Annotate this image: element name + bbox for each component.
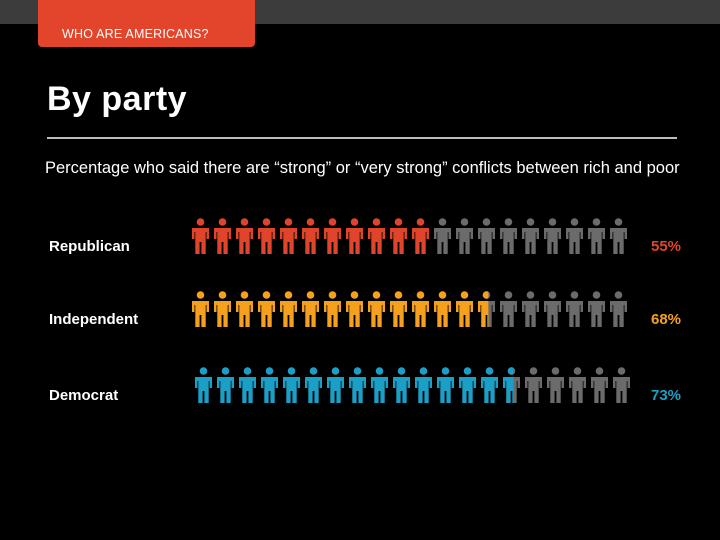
person-figure <box>610 218 627 254</box>
person-figure <box>588 291 605 327</box>
person-figure <box>437 367 454 403</box>
person-figure <box>525 367 542 403</box>
person-figure <box>371 367 388 403</box>
section-tag-label: WHO ARE AMERICANS? <box>62 27 209 41</box>
person-figure <box>566 218 583 254</box>
person-figure <box>390 291 407 327</box>
person-figure <box>368 218 385 254</box>
person-figure <box>566 291 583 327</box>
person-figure <box>302 218 319 254</box>
person-figure <box>216 367 234 403</box>
pictogram-row-republican <box>191 218 627 254</box>
person-figure <box>459 367 476 403</box>
person-figure <box>368 291 385 327</box>
person-figure <box>280 218 297 254</box>
chart-subtitle: Percentage who said there are “strong” o… <box>45 159 680 177</box>
person-figure <box>324 218 341 254</box>
person-figure <box>346 291 363 327</box>
pictogram-row-democrat <box>194 367 630 403</box>
person-figure <box>434 218 451 254</box>
value-label-republican: 55% <box>651 238 682 255</box>
person-figure <box>481 367 498 403</box>
person-figure <box>500 291 517 327</box>
person-figure <box>191 218 209 254</box>
person-figure <box>346 218 363 254</box>
person-figure <box>261 367 278 403</box>
person-figure <box>522 218 539 254</box>
person-figure <box>235 218 253 254</box>
person-figure <box>412 291 429 327</box>
person-figure <box>544 291 561 327</box>
person-figure <box>194 367 212 403</box>
person-figure <box>569 367 586 403</box>
person-figure <box>393 367 410 403</box>
person-figure <box>258 218 275 254</box>
person-figure <box>213 218 231 254</box>
person-figure <box>213 291 231 327</box>
person-figure <box>280 291 297 327</box>
person-figure <box>258 291 275 327</box>
person-figure <box>191 291 209 327</box>
person-figure <box>456 291 473 327</box>
person-figure <box>610 291 627 327</box>
person-figure <box>478 291 495 327</box>
person-figure <box>613 367 630 403</box>
value-label-democrat: 73% <box>651 387 682 404</box>
section-tag: WHO ARE AMERICANS? <box>38 0 255 47</box>
person-figure <box>522 291 539 327</box>
person-figure <box>478 218 495 254</box>
person-figure <box>544 218 561 254</box>
person-figure <box>588 218 605 254</box>
person-figure <box>238 367 256 403</box>
person-figure <box>591 367 608 403</box>
person-figure <box>235 291 253 327</box>
person-figure <box>456 218 473 254</box>
row-label-independent: Independent <box>49 311 139 328</box>
person-figure <box>500 218 517 254</box>
person-figure <box>412 218 429 254</box>
person-figure <box>283 367 300 403</box>
title-divider <box>47 137 677 139</box>
person-figure <box>302 291 319 327</box>
person-figure <box>390 218 407 254</box>
person-figure <box>305 367 322 403</box>
person-figure <box>324 291 341 327</box>
person-figure <box>327 367 344 403</box>
person-figure <box>349 367 366 403</box>
row-label-republican: Republican <box>49 238 130 255</box>
person-figure <box>415 367 432 403</box>
pictogram-row-independent <box>191 291 627 327</box>
person-figure <box>547 367 564 403</box>
slide-title: By party <box>47 80 188 118</box>
person-figure <box>503 367 520 403</box>
person-figure <box>434 291 451 327</box>
row-label-democrat: Democrat <box>49 387 119 404</box>
value-label-independent: 68% <box>651 311 682 328</box>
